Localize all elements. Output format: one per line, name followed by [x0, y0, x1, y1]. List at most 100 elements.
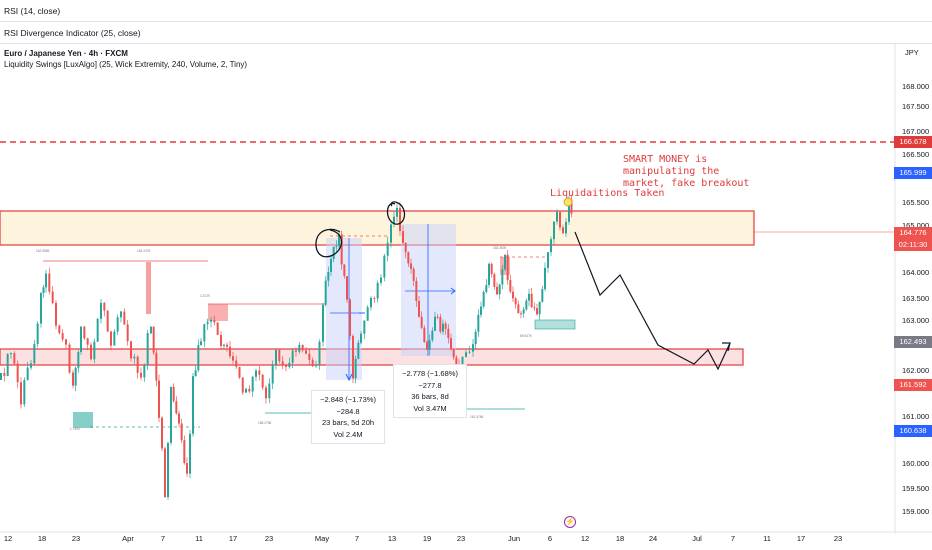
candle-body: [550, 239, 552, 253]
y-axis-tick: 168.000: [902, 82, 930, 91]
y-axis-tick: 167.500: [902, 102, 930, 111]
candle-body: [206, 321, 209, 325]
candle-body: [380, 277, 382, 283]
candle-body: [399, 207, 401, 232]
candle-body: [360, 333, 362, 343]
measure-info-box-1[interactable]: −2.848 (−1.73%) −284.8 23 bars, 5d 20h V…: [311, 390, 385, 444]
candle-body: [3, 373, 6, 376]
rsi-divergence-indicator-label[interactable]: RSI Divergence Indicator (25, close): [0, 22, 932, 44]
candle-body: [183, 440, 186, 464]
candle-body: [110, 331, 112, 346]
candle-body: [235, 360, 238, 367]
flash-icon[interactable]: ⚡: [564, 516, 576, 528]
candle-body: [452, 349, 455, 358]
candle-body: [180, 423, 183, 441]
candle-body: [288, 362, 291, 367]
candle-body: [77, 352, 80, 368]
liquidity-swings-indicator-label[interactable]: Liquidity Swings [LuxAlgo] (25, Wick Ext…: [4, 60, 248, 69]
candle-body: [544, 267, 546, 290]
price-level-red-badge: 161.592: [894, 379, 932, 391]
price-level-dashed-badge: 166.678: [894, 136, 932, 148]
candle-body: [536, 308, 538, 315]
candle-body: [338, 234, 340, 247]
candle-body: [80, 326, 82, 353]
candle-body: [322, 304, 324, 342]
candle-body: [559, 212, 561, 228]
indicator-panel: RSI (14, close) RSI Divergence Indicator…: [0, 0, 932, 44]
candle-body: [330, 258, 332, 273]
rsi-indicator-label[interactable]: RSI (14, close): [0, 0, 932, 22]
candle-body: [106, 310, 109, 332]
candle-body: [170, 386, 172, 443]
candle-body: [366, 307, 369, 321]
y-axis-tick: 161.000: [902, 412, 930, 421]
candle-body: [93, 341, 96, 360]
bar-countdown-badge: 02:11:30: [894, 239, 932, 251]
measure-info-box-2[interactable]: −2.778 (−1.68%) −277.8 36 bars, 8d Vol 3…: [393, 364, 467, 418]
candle-body: [565, 221, 567, 234]
candle-body: [386, 242, 389, 256]
x-axis-tick: 12: [3, 534, 13, 543]
candle-body: [418, 300, 420, 317]
candle-body: [58, 325, 61, 334]
candle-body: [485, 284, 488, 293]
currency-label: JPY: [905, 48, 919, 57]
candle-body: [376, 282, 379, 299]
candle-body: [404, 242, 407, 253]
candle-body: [23, 379, 26, 405]
x-axis-tick: 23: [456, 534, 466, 543]
liquidations-annotation[interactable]: Liquidaitions Taken: [550, 188, 665, 199]
candle-body: [570, 199, 573, 214]
candle-body: [261, 374, 264, 388]
candle-body: [223, 344, 225, 346]
swing-value-label: 161.576K: [470, 415, 485, 419]
y-axis-tick: 159.500: [902, 484, 930, 493]
candle-body: [332, 246, 335, 259]
candle-body: [216, 322, 219, 335]
candle-body: [100, 303, 102, 319]
candle-body: [226, 344, 228, 347]
candle-body: [40, 293, 42, 324]
x-axis-tick: 19: [422, 534, 432, 543]
candle-body: [20, 382, 22, 405]
x-axis-tick: 23: [71, 534, 81, 543]
candle-body: [324, 280, 327, 305]
symbol-title[interactable]: Euro / Japanese Yen · 4h · FXCM: [4, 49, 128, 58]
candle-body: [428, 340, 431, 350]
candle-body: [311, 359, 314, 367]
liquidity-volume-bar-3: [73, 412, 93, 428]
y-axis-tick: 165.500: [902, 198, 930, 207]
candle-body: [61, 333, 64, 340]
price-chart[interactable]: 162.9585 163.2478 1.6729 163.3600 1.7394 158.…: [0, 44, 932, 534]
candle-body: [90, 344, 92, 360]
candle-body: [490, 263, 493, 275]
candle-body: [42, 287, 45, 294]
candle-body: [488, 263, 490, 285]
candle-body: [175, 401, 178, 414]
y-axis-tick: 163.500: [902, 294, 930, 303]
y-axis-tick: 162.000: [902, 366, 930, 375]
x-axis-tick: 18: [37, 534, 47, 543]
candle-body: [72, 372, 74, 386]
candle-body: [291, 350, 294, 363]
candle-body: [268, 383, 271, 399]
candle-body: [415, 280, 418, 301]
y-axis-tick: 165.000: [902, 221, 930, 230]
measure-rect-2: [401, 224, 456, 356]
y-axis-tick: 163.000: [902, 316, 930, 325]
smart-money-line-2: manipulating the: [623, 166, 720, 177]
candle-body: [357, 342, 360, 359]
x-axis-tick: 23: [264, 534, 274, 543]
smart-money-annotation[interactable]: SMART MONEY is manipulating the market, …: [623, 154, 749, 190]
y-axis-tick: 167.000: [902, 127, 930, 136]
x-axis-tick: 7: [354, 534, 360, 543]
candle-body: [426, 342, 428, 350]
x-axis-tick: 18: [615, 534, 625, 543]
y-axis-tick: 166.500: [902, 150, 930, 159]
x-axis-tick: 23: [833, 534, 843, 543]
candle-body: [468, 351, 471, 353]
candle-body: [383, 255, 386, 278]
candle-body: [113, 331, 116, 346]
candle-body: [295, 350, 297, 352]
x-axis-tick: 12: [580, 534, 590, 543]
